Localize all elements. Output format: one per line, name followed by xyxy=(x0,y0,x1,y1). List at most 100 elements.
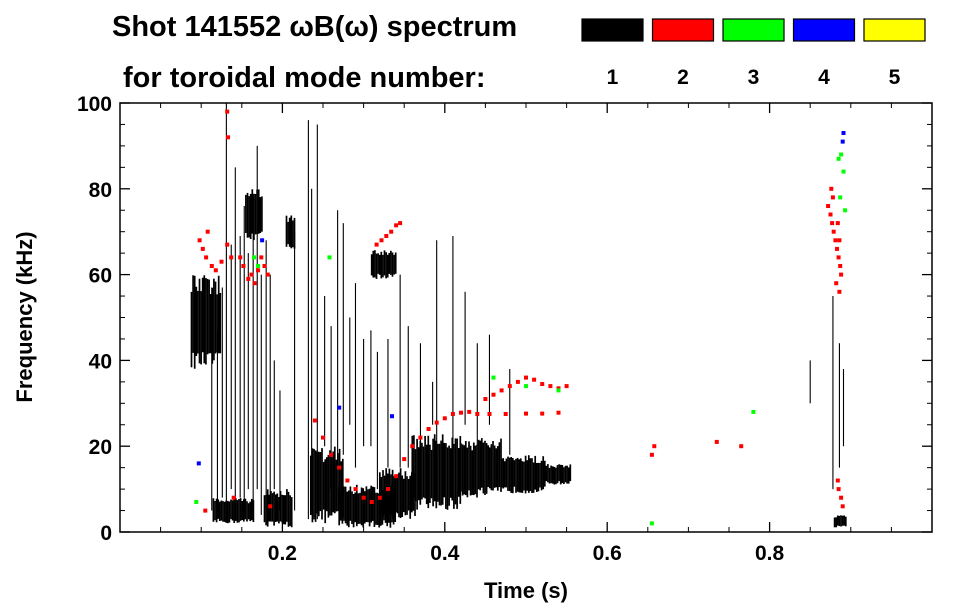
spectral-blob xyxy=(833,515,847,528)
spectral-point xyxy=(839,495,844,500)
spectral-point xyxy=(219,259,224,264)
spectral-point xyxy=(369,500,374,504)
spectral-point xyxy=(540,382,545,386)
spectral-point xyxy=(337,405,342,410)
spectral-point xyxy=(836,487,841,492)
spectral-point xyxy=(225,109,230,114)
spectral-point xyxy=(830,221,835,226)
spectral-point xyxy=(649,521,654,526)
spectral-point xyxy=(196,461,201,466)
x-tick-label: 0.2 xyxy=(268,542,297,565)
spectral-point xyxy=(839,152,844,157)
legend-swatch xyxy=(651,18,715,42)
y-tick-label: 20 xyxy=(89,436,112,459)
spectral-point xyxy=(459,410,463,415)
spectral-point xyxy=(361,495,366,500)
spectral-point xyxy=(327,255,332,260)
legend: 1 2 3 4 5 xyxy=(581,18,926,89)
y-tick-label: 100 xyxy=(77,93,112,116)
series-n4 xyxy=(196,131,846,466)
spectral-point xyxy=(246,276,251,281)
spectral-point xyxy=(833,238,838,243)
spectral-point xyxy=(475,412,480,416)
spectral-blob xyxy=(370,250,397,279)
spectral-point xyxy=(556,388,561,393)
spectral-point xyxy=(256,268,260,273)
y-tick-label: 60 xyxy=(89,265,112,288)
spectral-point xyxy=(379,238,384,243)
spectral-point xyxy=(194,500,199,504)
spectral-point xyxy=(540,411,545,416)
spectral-point xyxy=(329,452,334,457)
y-tick-label: 80 xyxy=(89,179,112,202)
y-tick-label: 40 xyxy=(89,350,112,373)
spectral-point xyxy=(390,414,394,419)
plot-data xyxy=(190,103,848,528)
spectral-point xyxy=(834,281,839,286)
spectral-point xyxy=(491,375,496,380)
spectral-blob xyxy=(545,464,572,485)
spectral-point xyxy=(386,487,390,492)
legend-label: 1 xyxy=(607,66,619,89)
spectral-point xyxy=(249,272,254,277)
spectral-point xyxy=(515,379,520,384)
spectral-point xyxy=(398,221,403,226)
legend-swatch xyxy=(863,18,926,42)
spectral-point xyxy=(483,397,488,401)
spectral-blob xyxy=(309,446,344,524)
spectral-point xyxy=(524,411,528,416)
spectral-blob xyxy=(190,275,222,369)
spectral-point xyxy=(197,238,202,243)
spectral-point xyxy=(828,212,833,217)
spectral-point xyxy=(503,412,508,416)
spectral-point xyxy=(830,195,835,200)
spectral-point xyxy=(231,495,236,500)
spectral-point xyxy=(649,452,654,457)
spectral-point xyxy=(256,264,260,268)
spectral-point xyxy=(831,229,836,234)
legend-label: 3 xyxy=(748,66,760,89)
spectral-point xyxy=(225,242,230,247)
spectral-point xyxy=(841,169,846,174)
spectral-point xyxy=(321,435,325,440)
spectral-point xyxy=(442,416,447,421)
spectral-point xyxy=(532,377,537,382)
spectral-point xyxy=(374,242,379,247)
series-n2 xyxy=(197,109,845,513)
spectral-point xyxy=(213,268,218,273)
spectral-point xyxy=(241,264,246,268)
spectral-point xyxy=(265,272,270,277)
chart-title: Shot 141552 ωB(ω) spectrum xyxy=(112,11,517,43)
spectral-point xyxy=(260,238,265,243)
legend-label: 5 xyxy=(889,66,901,89)
spectral-point xyxy=(826,204,831,208)
spectral-point xyxy=(384,234,389,238)
spectral-blob xyxy=(378,468,416,519)
legend-swatch xyxy=(792,18,856,42)
series-n3 xyxy=(194,152,848,526)
spectral-point xyxy=(394,474,399,479)
spectral-point xyxy=(312,418,317,423)
spectral-point xyxy=(829,186,834,191)
series-n1 xyxy=(190,103,847,528)
spectral-point xyxy=(839,272,844,277)
spectral-point xyxy=(337,465,342,470)
spectral-point xyxy=(838,195,843,200)
spectral-point xyxy=(751,409,756,414)
spectral-point xyxy=(837,289,842,294)
spectral-point xyxy=(556,410,561,415)
x-tick-label: 0.6 xyxy=(593,542,622,565)
spectral-point xyxy=(840,139,845,144)
legend-label: 2 xyxy=(677,66,689,89)
spectral-point xyxy=(204,255,209,260)
spectral-point xyxy=(205,229,210,234)
spectral-point xyxy=(835,246,839,251)
x-tick-label: 0.4 xyxy=(430,542,460,565)
spectral-point xyxy=(418,435,423,440)
spectral-point xyxy=(739,444,744,449)
legend-caption: for toroidal mode number: xyxy=(123,62,486,94)
spectral-point xyxy=(394,223,399,228)
spectral-point xyxy=(524,384,528,389)
spectral-point xyxy=(209,264,214,268)
spectral-point xyxy=(389,229,394,234)
